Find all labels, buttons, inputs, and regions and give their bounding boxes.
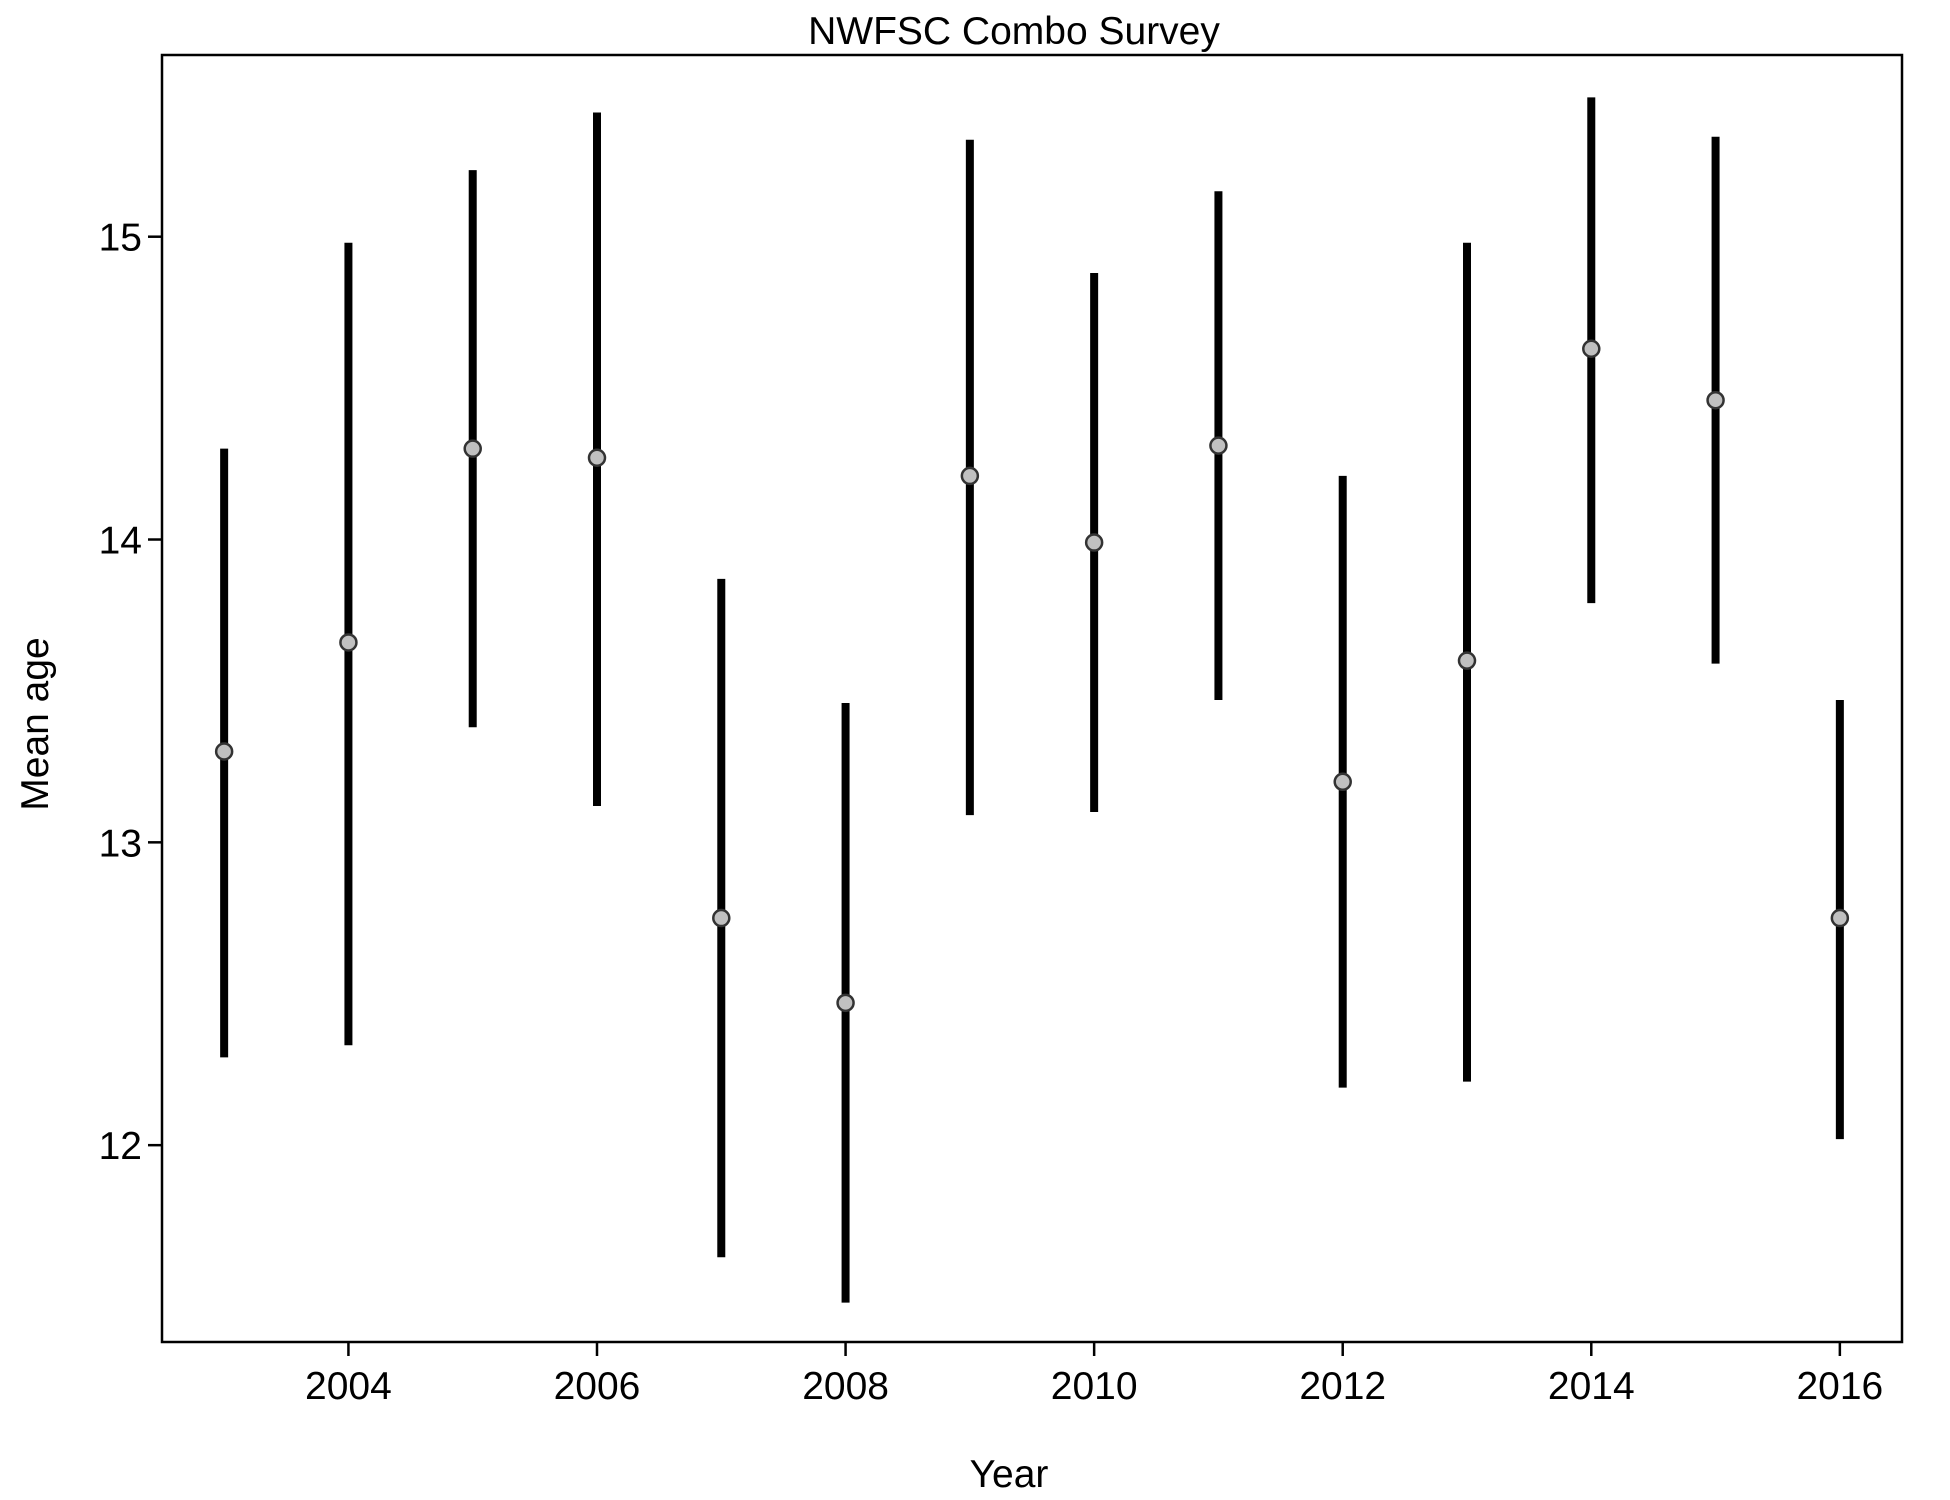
mean-point-2007 bbox=[712, 908, 731, 928]
x-tick-label-2010: 2010 bbox=[1051, 1365, 1138, 1408]
mean-point-2004 bbox=[339, 633, 358, 652]
x-axis-label: Year bbox=[970, 1453, 1049, 1496]
mean-point-2006 bbox=[587, 448, 607, 468]
mean-point-2014 bbox=[1582, 339, 1601, 358]
mean-point-2013 bbox=[1457, 651, 1477, 670]
chart-title: NWFSC Combo Survey bbox=[808, 10, 1220, 53]
x-tick-label-2008: 2008 bbox=[802, 1365, 889, 1408]
x-tick-label-2014: 2014 bbox=[1548, 1365, 1635, 1408]
y-tick-label-12: 12 bbox=[99, 1125, 142, 1168]
x-tick-label-2004: 2004 bbox=[305, 1365, 392, 1408]
x-tick-label-2016: 2016 bbox=[1796, 1365, 1883, 1408]
mean-points bbox=[214, 339, 1850, 1013]
mean-point-2003 bbox=[214, 742, 234, 761]
x-tick-label-2012: 2012 bbox=[1299, 1365, 1386, 1408]
y-tick-label-15: 15 bbox=[99, 217, 142, 260]
plot-frame bbox=[160, 53, 1904, 1344]
y-axis-label: Mean age bbox=[14, 637, 57, 810]
y-tick-label-14: 14 bbox=[99, 520, 142, 563]
mean-point-2008 bbox=[836, 993, 855, 1013]
mean-point-2011 bbox=[1209, 436, 1228, 455]
y-axis: 12 13 14 15 bbox=[99, 217, 162, 1168]
y-tick-label-13: 13 bbox=[99, 822, 142, 865]
mean-point-2015 bbox=[1706, 390, 1725, 410]
mean-point-2005 bbox=[463, 439, 482, 458]
mean-point-2009 bbox=[960, 466, 980, 486]
error-bars bbox=[220, 97, 1844, 1303]
mean-point-2016 bbox=[1830, 908, 1850, 928]
mean-point-2010 bbox=[1084, 533, 1104, 552]
x-tick-label-2006: 2006 bbox=[554, 1365, 641, 1408]
x-axis: 2004 2006 2008 2010 2012 2014 2016 bbox=[305, 1342, 1883, 1408]
mean-point-2012 bbox=[1333, 772, 1352, 792]
